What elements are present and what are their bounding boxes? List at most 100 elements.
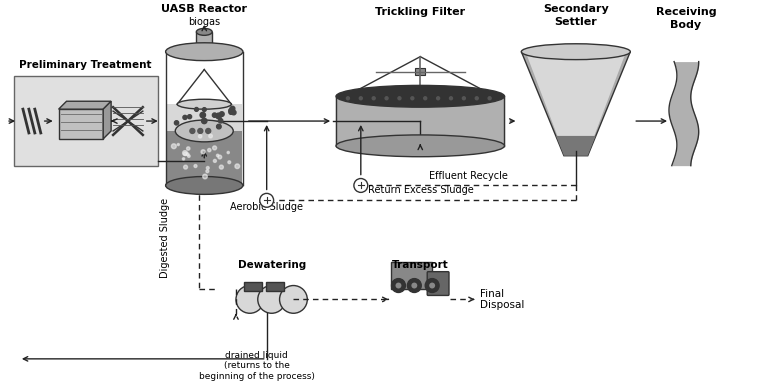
Circle shape (227, 151, 230, 154)
Circle shape (231, 110, 236, 115)
Circle shape (183, 151, 187, 155)
Circle shape (217, 154, 219, 157)
Circle shape (183, 115, 187, 120)
Text: Body: Body (670, 20, 701, 30)
Circle shape (200, 112, 206, 118)
Circle shape (216, 113, 221, 119)
Circle shape (213, 146, 217, 150)
FancyBboxPatch shape (427, 272, 449, 295)
Circle shape (209, 134, 213, 138)
Polygon shape (526, 54, 625, 148)
Circle shape (203, 174, 207, 179)
Circle shape (201, 118, 207, 123)
FancyBboxPatch shape (167, 131, 242, 185)
Circle shape (187, 147, 190, 150)
Circle shape (236, 286, 263, 313)
Text: Digested Sludge: Digested Sludge (160, 197, 170, 277)
Circle shape (359, 97, 362, 100)
Circle shape (220, 165, 223, 169)
Text: Final
Disposal: Final Disposal (480, 289, 524, 310)
Ellipse shape (175, 120, 233, 142)
Circle shape (392, 279, 406, 293)
Circle shape (198, 135, 202, 138)
Ellipse shape (197, 28, 212, 35)
FancyBboxPatch shape (391, 262, 432, 289)
Circle shape (425, 279, 439, 293)
FancyBboxPatch shape (244, 282, 262, 291)
Text: Receiving: Receiving (656, 7, 716, 17)
Ellipse shape (166, 43, 243, 61)
Circle shape (218, 118, 223, 123)
Text: Settler: Settler (554, 17, 598, 27)
Circle shape (206, 170, 209, 173)
Text: Effluent Recycle: Effluent Recycle (429, 171, 508, 180)
Circle shape (218, 155, 222, 159)
Ellipse shape (336, 86, 505, 107)
Polygon shape (336, 96, 505, 146)
Text: Secondary: Secondary (543, 4, 609, 14)
Circle shape (174, 121, 179, 125)
Circle shape (187, 115, 192, 119)
FancyBboxPatch shape (266, 282, 283, 291)
Polygon shape (521, 52, 631, 156)
Circle shape (235, 164, 240, 169)
Text: UASB Reactor: UASB Reactor (161, 4, 247, 14)
Circle shape (217, 124, 221, 129)
Polygon shape (556, 136, 596, 156)
FancyBboxPatch shape (58, 109, 103, 139)
Circle shape (280, 286, 307, 313)
Circle shape (214, 159, 217, 163)
FancyBboxPatch shape (167, 104, 242, 131)
Circle shape (229, 110, 233, 114)
FancyBboxPatch shape (415, 68, 425, 75)
Ellipse shape (166, 176, 243, 194)
Polygon shape (103, 101, 111, 139)
Circle shape (213, 113, 217, 117)
Circle shape (354, 178, 368, 192)
Text: Aerobic Sludge: Aerobic Sludge (230, 202, 303, 212)
Circle shape (398, 97, 401, 100)
Circle shape (190, 128, 195, 134)
Circle shape (407, 279, 422, 293)
Circle shape (194, 108, 198, 111)
Circle shape (424, 97, 427, 100)
Circle shape (346, 97, 349, 100)
Circle shape (194, 164, 197, 168)
Text: Preliminary Treatment: Preliminary Treatment (19, 60, 151, 70)
Circle shape (206, 128, 210, 134)
Circle shape (207, 166, 209, 170)
Circle shape (230, 106, 235, 111)
Circle shape (411, 97, 414, 100)
Circle shape (184, 165, 187, 169)
Text: Trickling Filter: Trickling Filter (376, 7, 465, 17)
Circle shape (183, 158, 184, 160)
Circle shape (475, 97, 478, 100)
FancyBboxPatch shape (197, 32, 212, 50)
Text: drained liquid
(returns to the
beginning of the process): drained liquid (returns to the beginning… (199, 351, 315, 381)
Circle shape (396, 283, 402, 288)
Text: Return Excess Sludge: Return Excess Sludge (369, 185, 474, 195)
Ellipse shape (177, 99, 231, 109)
Text: biogas: biogas (188, 17, 220, 27)
Circle shape (186, 153, 189, 156)
Circle shape (198, 128, 203, 134)
Ellipse shape (336, 135, 505, 157)
Circle shape (228, 161, 230, 164)
Circle shape (258, 286, 286, 313)
Circle shape (412, 283, 417, 288)
Circle shape (184, 152, 187, 156)
Circle shape (260, 194, 273, 207)
Polygon shape (58, 101, 111, 109)
Circle shape (488, 97, 491, 100)
FancyBboxPatch shape (14, 77, 157, 166)
Circle shape (187, 155, 190, 158)
Circle shape (220, 112, 224, 116)
Circle shape (462, 97, 465, 100)
Circle shape (372, 97, 376, 100)
Circle shape (201, 150, 205, 154)
Circle shape (171, 144, 177, 149)
Circle shape (207, 149, 211, 152)
Circle shape (229, 108, 233, 113)
Circle shape (437, 97, 439, 100)
Circle shape (385, 97, 388, 100)
